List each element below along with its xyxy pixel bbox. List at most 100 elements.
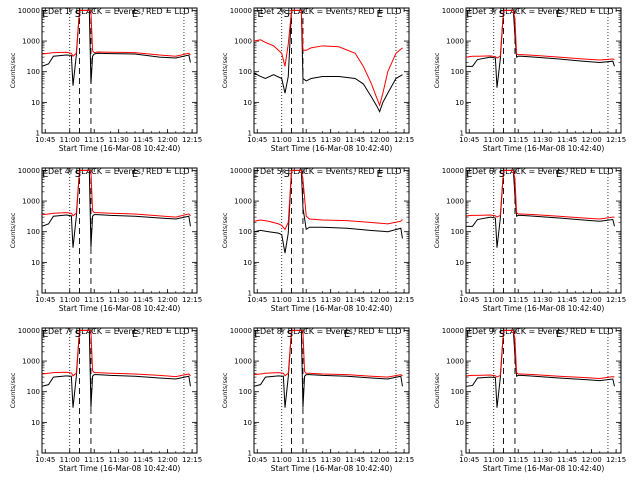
x-tick-label: 12:00 [370,136,390,144]
x-tick-label: 11:45 [133,456,153,464]
x-tick-label: 11:00 [272,456,292,464]
lld-series-line [254,9,403,107]
plot-frame [465,327,622,454]
x-tick-label: 11:30 [321,296,341,304]
x-tick-label: 11:30 [533,136,553,144]
events-series-line [466,169,615,248]
y-tick-label: 10 [31,99,40,107]
event-marker-label: S [287,329,293,340]
x-tick-label: 11:45 [345,456,365,464]
x-tick-label: 10:45 [459,136,479,144]
x-tick-label: 11:45 [557,456,577,464]
y-tick-label: 100 [239,68,252,76]
x-tick-label: 11:45 [345,136,365,144]
y-tick-label: 10 [243,259,252,267]
x-tick-label: 11:30 [533,456,553,464]
y-tick-label: 1000 [446,358,464,366]
y-axis-label: Counts/sec [221,212,229,248]
lld-series-line [254,329,403,378]
y-tick-label: 10000 [442,327,464,335]
x-tick-label: 11:00 [272,136,292,144]
x-tick-label: 11:00 [484,136,504,144]
x-tick-label: 12:00 [582,296,602,304]
x-tick-label: 11:30 [321,456,341,464]
plot-frame [41,167,198,294]
events-series-line [42,9,191,86]
x-axis-label: Start Time (16-Mar-08 10:42:40) [271,144,393,153]
event-marker-label: E [42,9,48,20]
y-tick-label: 1000 [446,38,464,46]
plot-frame [41,327,198,454]
x-tick-label: 12:15 [394,136,414,144]
plot-area [42,8,191,133]
event-marker-label: S [75,329,81,340]
lld-series-line [466,169,615,220]
x-tick-label: 11:45 [133,296,153,304]
y-tick-label: 10 [455,99,464,107]
event-marker-label: E [466,169,472,180]
x-tick-label: 10:45 [247,296,267,304]
x-tick-label: 11:15 [296,296,316,304]
y-tick-label: 1000 [22,358,40,366]
y-tick-label: 10000 [230,167,252,175]
event-marker-label: E [252,169,258,180]
y-tick-label: 1 [36,130,40,138]
x-tick-label: 11:15 [508,456,528,464]
event-marker-label: S [499,329,505,340]
x-tick-label: 12:15 [394,296,414,304]
x-tick-label: 12:15 [606,136,626,144]
x-tick-label: 11:00 [60,296,80,304]
x-tick-label: 11:15 [84,136,104,144]
events-series-line [466,329,615,408]
event-marker-label: E [556,169,562,180]
lld-series-line [42,9,191,58]
y-tick-label: 1 [460,130,464,138]
event-marker-label: S [283,169,289,180]
x-axis-label: Start Time (16-Mar-08 10:42:40) [483,144,605,153]
lld-series-line [466,9,615,61]
x-tick-label: 12:00 [370,296,390,304]
x-tick-label: 11:30 [321,136,341,144]
x-tick-label: 10:45 [459,456,479,464]
y-axis-label: Counts/sec [433,52,441,88]
y-tick-label: 10000 [18,7,40,15]
x-tick-label: 10:45 [247,456,267,464]
x-axis-label: Start Time (16-Mar-08 10:42:40) [59,304,181,313]
y-axis-label: Counts/sec [9,52,17,88]
x-tick-label: 11:00 [484,296,504,304]
event-marker-label: S [283,9,289,20]
event-marker-label: E [257,9,263,20]
event-marker-label: E [42,169,48,180]
x-tick-label: 12:00 [582,456,602,464]
x-tick-label: 12:15 [182,296,202,304]
event-marker-label: S [75,169,81,180]
event-marker-label: S [499,9,505,20]
y-axis-label: Counts/sec [433,212,441,248]
x-tick-label: 11:00 [272,296,292,304]
y-tick-label: 1 [36,290,40,298]
plot-frame [253,167,410,294]
x-tick-label: 12:15 [606,456,626,464]
y-tick-label: 1 [460,450,464,458]
y-axis-label: Counts/sec [9,212,17,248]
y-tick-label: 10000 [18,167,40,175]
event-marker-label: E [466,329,472,340]
event-marker-label: E [42,329,48,340]
y-axis-label: Counts/sec [221,372,229,408]
y-tick-label: 100 [451,388,464,396]
y-tick-label: 1 [460,290,464,298]
y-tick-label: 10000 [442,7,464,15]
y-tick-label: 1000 [446,198,464,206]
events-series-line [254,9,403,113]
x-tick-label: 10:45 [35,296,55,304]
y-tick-label: 1 [36,450,40,458]
event-marker-label: E [132,9,138,20]
x-tick-label: 11:15 [84,456,104,464]
x-tick-label: 11:45 [557,296,577,304]
x-tick-label: 11:15 [508,296,528,304]
plot-area [466,168,615,293]
